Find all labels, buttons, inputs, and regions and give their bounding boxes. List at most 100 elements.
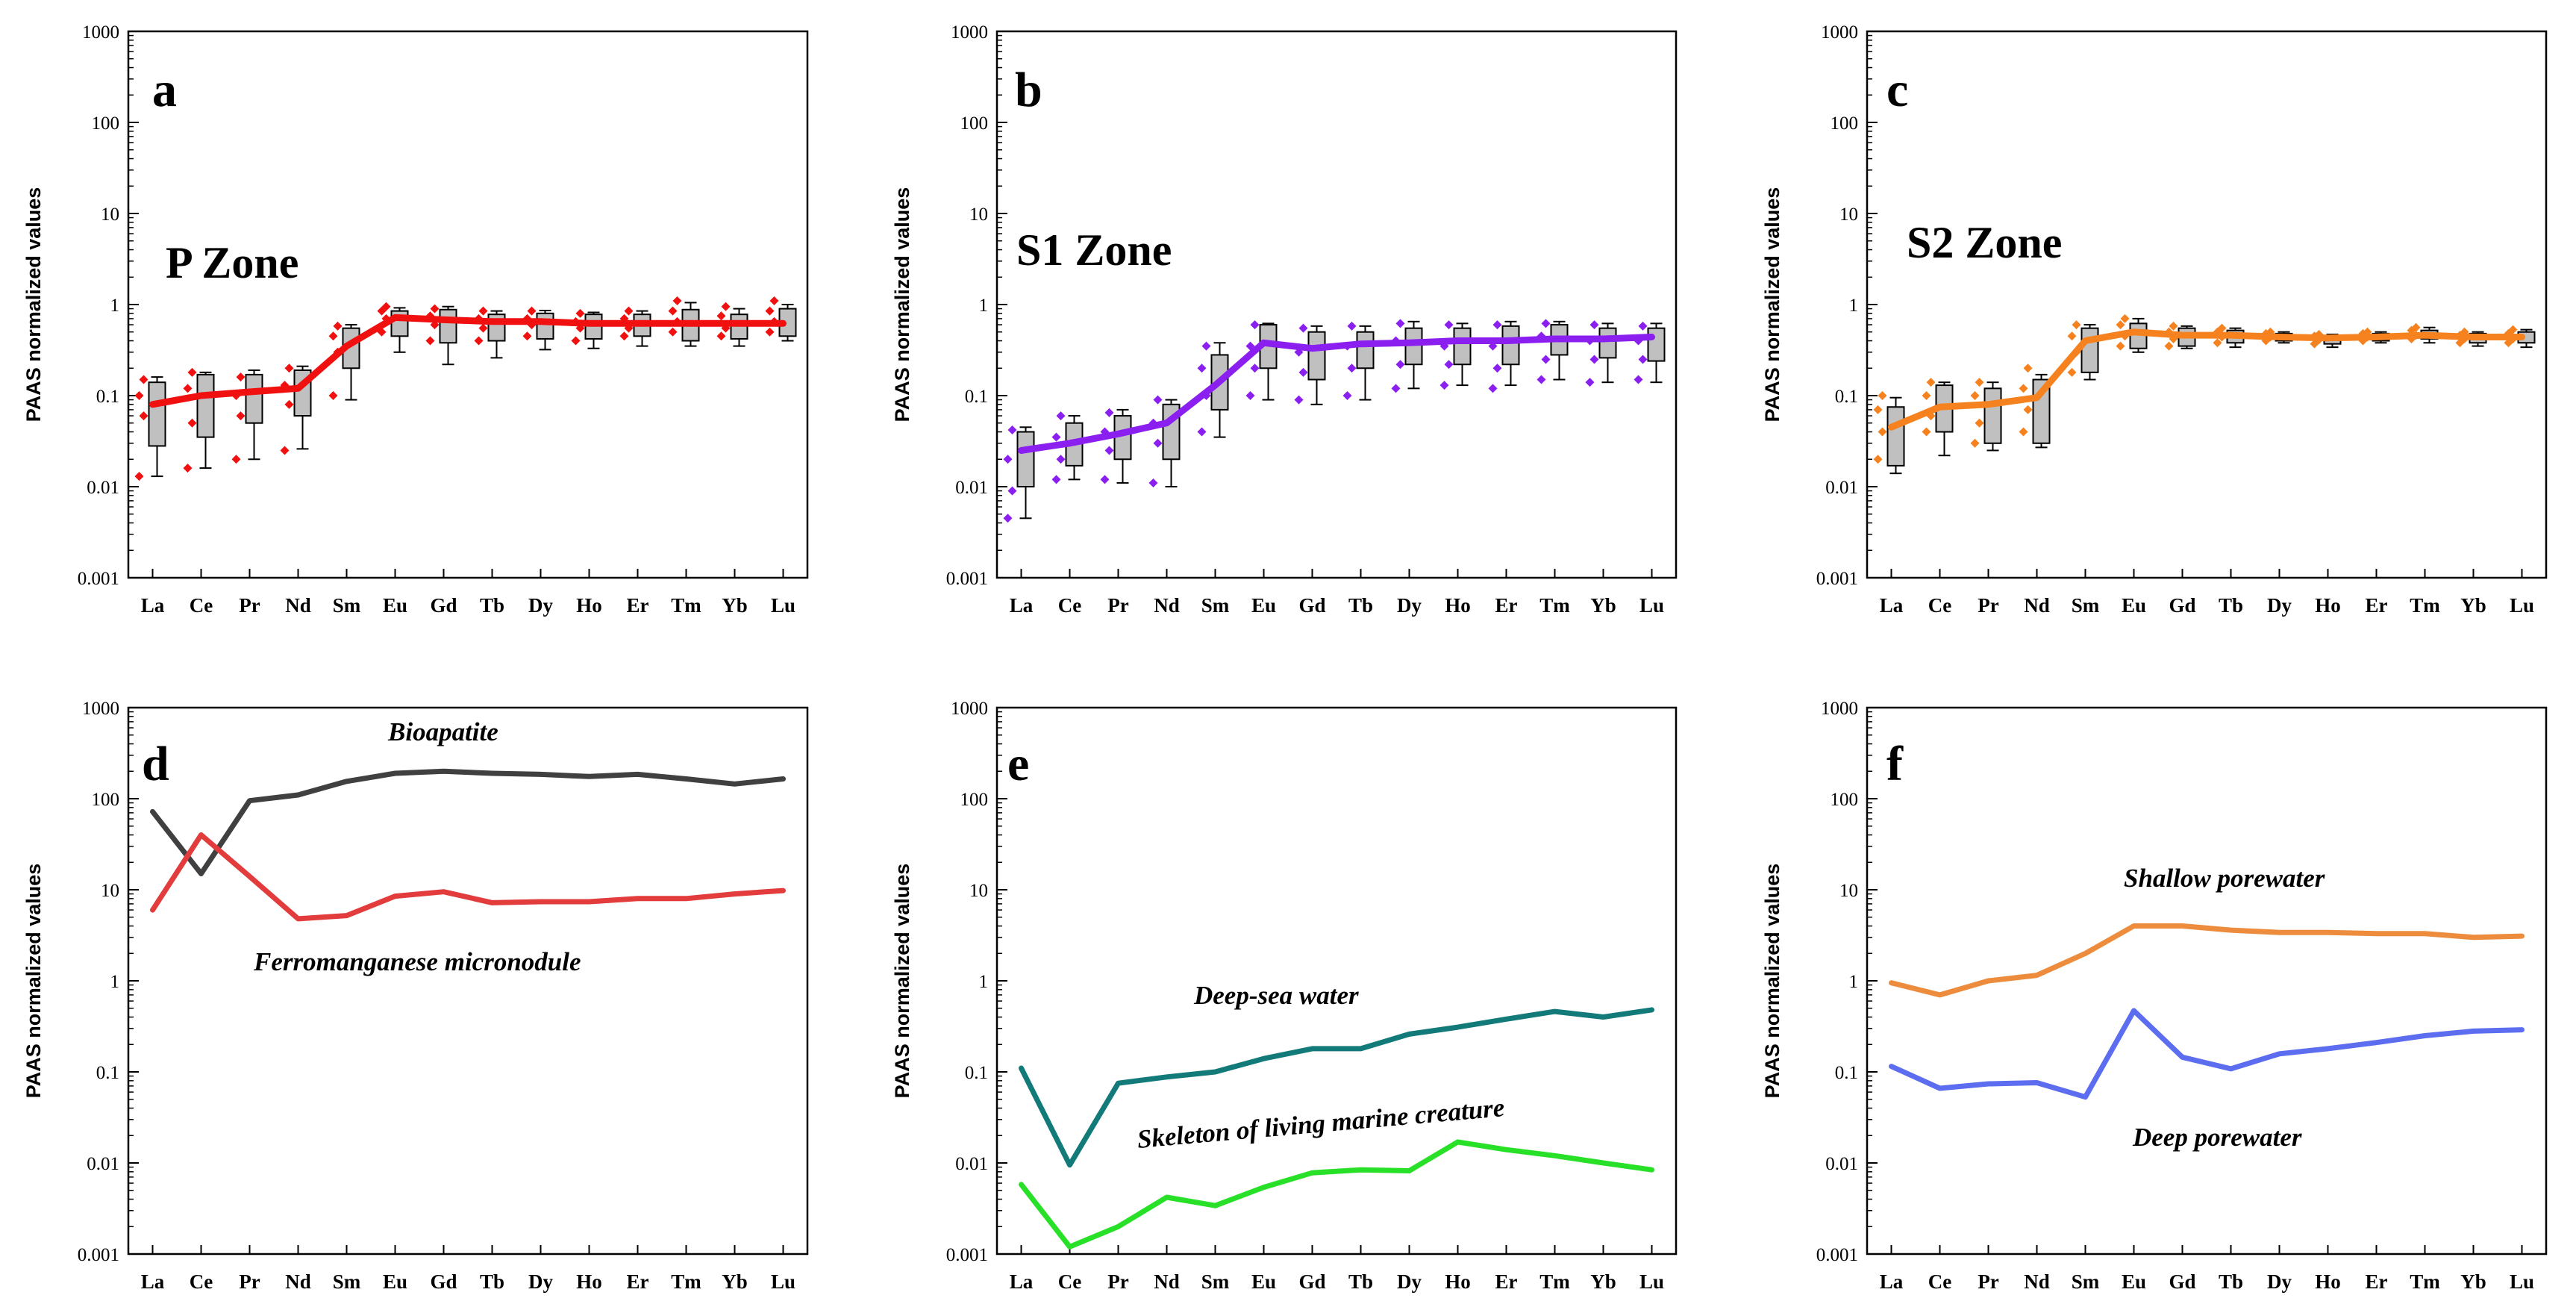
y-tick-label: 1 — [979, 296, 989, 316]
x-tick-label-pr: Pr — [1107, 594, 1128, 617]
x-tick-label-ce: Ce — [1928, 594, 1951, 617]
x-tick-label-er: Er — [627, 594, 649, 617]
data-point — [1347, 364, 1357, 373]
y-tick-label: 100 — [92, 113, 120, 134]
x-tick-label-gd: Gd — [2169, 1270, 2195, 1293]
data-point — [1197, 364, 1207, 373]
data-point — [187, 418, 197, 428]
data-point — [236, 411, 246, 421]
y-tick-label: 0.01 — [87, 478, 119, 498]
data-point — [284, 399, 294, 409]
x-tick-label-tm: Tm — [2410, 594, 2440, 617]
data-point — [2067, 331, 2077, 341]
y-tick-label: 0.01 — [87, 1154, 119, 1174]
y-axis-title: PAAS normalized values — [22, 864, 45, 1099]
data-point — [381, 302, 391, 311]
data-point — [1638, 355, 1648, 364]
x-tick-label-tb: Tb — [480, 594, 504, 617]
x-tick-label-tm: Tm — [671, 594, 701, 617]
x-tick-label-dy: Dy — [528, 1270, 553, 1293]
x-tick-label-eu: Eu — [2122, 594, 2146, 617]
x-tick-label-eu: Eu — [1251, 594, 1276, 617]
panel-letter: a — [152, 63, 177, 117]
box-tb — [1356, 331, 1375, 369]
data-point — [1148, 478, 1158, 487]
box-gd — [439, 308, 457, 344]
x-tick-label-er: Er — [1495, 594, 1518, 617]
data-point — [1975, 418, 1984, 428]
x-tick-label-sm: Sm — [1201, 594, 1230, 617]
x-tick-label-ce: Ce — [1928, 1270, 1951, 1293]
y-tick-label: 100 — [960, 113, 989, 134]
data-point — [1444, 360, 1454, 369]
x-tick-label-dy: Dy — [1397, 594, 1422, 617]
box-er — [1501, 325, 1520, 366]
data-point — [2116, 320, 2125, 330]
data-point — [1444, 320, 1454, 330]
y-axis-title: PAAS normalized values — [891, 864, 913, 1099]
x-tick-label-ho: Ho — [576, 1270, 602, 1293]
x-tick-label-ce: Ce — [1058, 594, 1081, 617]
data-point — [183, 464, 193, 473]
panel-c: 0.001 0.01 0.1 1 10 100 1000 La Ce Pr Nd Sm Eu Gd Tb Dy… — [1761, 22, 2548, 617]
x-tick-label-ce: Ce — [1058, 1270, 1081, 1293]
y-tick-label: 1000 — [951, 699, 988, 719]
x-tick-label-er: Er — [627, 1270, 649, 1293]
box-pr — [1983, 387, 2002, 444]
data-point — [716, 331, 726, 341]
data-point — [1536, 375, 1546, 384]
data-point — [1873, 405, 1883, 414]
zone-title: S2 Zone — [1907, 218, 2062, 267]
y-tick-label: 100 — [92, 790, 120, 810]
x-tick-label-sm: Sm — [1201, 1270, 1230, 1293]
y-tick-label: 1 — [110, 296, 120, 316]
y-axis-title: PAAS normalized values — [22, 187, 45, 422]
data-point — [1051, 475, 1061, 484]
median-line — [1888, 328, 2525, 431]
box-ce — [196, 373, 215, 438]
x-tick-label-ho: Ho — [1445, 1270, 1471, 1293]
box-pr — [245, 373, 263, 424]
x-tick-label-nd: Nd — [2024, 594, 2050, 617]
y-tick-label: 0.1 — [1835, 1063, 1858, 1083]
x-tick-label-ho: Ho — [1445, 594, 1471, 617]
series-line-deep-sea-water — [1019, 1007, 1654, 1168]
x-tick-label-lu: Lu — [1639, 1270, 1664, 1293]
x-tick-label-la: La — [1010, 1270, 1034, 1293]
data-point — [134, 472, 144, 481]
data-point — [1395, 319, 1405, 328]
x-tick-label-gd: Gd — [1298, 1270, 1325, 1293]
data-point — [1492, 320, 1502, 330]
data-point — [1153, 438, 1163, 448]
data-point — [769, 296, 779, 305]
data-point — [1492, 364, 1502, 373]
y-tick-label: 0.001 — [946, 1245, 988, 1265]
x-tick-label-tm: Tm — [1539, 594, 1570, 617]
data-point — [2019, 427, 2028, 437]
data-point — [2019, 384, 2028, 393]
data-point — [668, 327, 678, 337]
y-tick-label: 0.001 — [1816, 1245, 1858, 1265]
plot-frame — [1866, 706, 2548, 1256]
x-tick-label-yb: Yb — [1590, 594, 1616, 617]
data-point — [1585, 378, 1595, 387]
data-point — [1926, 378, 1936, 387]
x-tick-label-gd: Gd — [430, 1270, 457, 1293]
y-tick-label: 1 — [1849, 296, 1859, 316]
plot-frame — [127, 30, 809, 579]
y-tick-label: 100 — [960, 790, 989, 810]
data-point — [328, 391, 338, 400]
x-tick-label-tb: Tb — [1348, 594, 1373, 617]
x-tick-label-sm: Sm — [2072, 594, 2100, 617]
panel-f: 0.001 0.01 0.1 1 10 100 1000 La Ce Pr Nd Sm Eu Gd Tb Dy… — [1761, 699, 2548, 1293]
y-tick-label: 0.001 — [1816, 569, 1858, 589]
x-tick-label-yb: Yb — [722, 594, 748, 617]
x-tick-label-eu: Eu — [2122, 1270, 2146, 1293]
y-tick-label: 1000 — [951, 22, 988, 43]
x-tick-label-lu: Lu — [771, 1270, 795, 1293]
plot-frame — [1866, 30, 2548, 579]
x-tick-label-tm: Tm — [671, 1270, 701, 1293]
y-tick-label: 0.001 — [78, 569, 119, 589]
x-tick-label-er: Er — [1495, 1270, 1518, 1293]
